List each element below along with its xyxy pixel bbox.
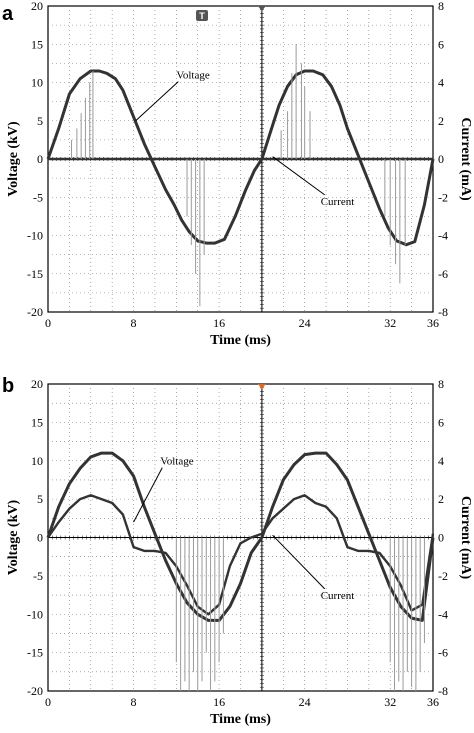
x-tick-label: 0 [45, 695, 51, 709]
x-tick-label: 36 [427, 316, 439, 330]
ticks-a: 0 8 16 24 32 36-20-15-10-505101520-8-6-4-2024… [27, 0, 448, 330]
series-a [46, 44, 435, 307]
y2-tick-label: 0 [438, 531, 444, 545]
y2-tick-label: -4 [438, 229, 448, 243]
y2-tick-label: 2 [438, 114, 444, 128]
x-axis-label-a: Time (ms) [210, 333, 271, 348]
y2-tick-label: -2 [438, 569, 448, 583]
y-tick-label: 10 [31, 454, 43, 468]
y2-axis-label-b: Current (mA) [458, 496, 473, 580]
y-tick-label: 20 [31, 0, 43, 13]
trigger-icon [196, 10, 208, 21]
series-line-voltage [46, 451, 435, 622]
x-tick-label: 0 [45, 316, 51, 330]
y-tick-label: -5 [33, 190, 43, 204]
y2-tick-label: 4 [438, 454, 444, 468]
series-line-current [47, 494, 435, 616]
series-line-voltage [46, 69, 435, 247]
annotation-voltage-a: Voltage [176, 70, 210, 82]
y-axis-label-b: Voltage (kV) [6, 500, 21, 576]
y-tick-label: -15 [27, 267, 43, 281]
annotation-current-a: Current [321, 196, 355, 208]
series-b [46, 451, 435, 691]
trigger-position-marker [257, 384, 266, 389]
grid-b [48, 383, 434, 692]
x-tick-label: 8 [131, 316, 137, 330]
y-tick-label: -5 [33, 569, 43, 583]
y2-tick-label: 8 [438, 0, 444, 13]
x-tick-label: 36 [427, 695, 439, 709]
trigger-icon-glyph: T [199, 11, 205, 21]
x-tick-label: 24 [299, 316, 311, 330]
y-tick-label: 0 [37, 152, 43, 166]
x-tick-label: 8 [131, 695, 137, 709]
y-tick-label: 5 [37, 114, 43, 128]
y-tick-label: 0 [37, 531, 43, 545]
leader-line-voltage-a [135, 81, 179, 122]
panel-a-letter: a [2, 3, 14, 25]
y2-tick-label: 6 [438, 415, 444, 429]
y2-tick-label: 6 [438, 37, 444, 51]
y2-tick-label: 2 [438, 492, 444, 506]
y-tick-label: -10 [27, 229, 43, 243]
y2-tick-label: 4 [438, 76, 444, 90]
leader-line-voltage-b [133, 467, 163, 523]
leader-line-current-a [272, 156, 326, 196]
y2-tick-label: -8 [438, 305, 448, 319]
y2-tick-label: -8 [438, 684, 448, 698]
y2-axis-label-a: Current (mA) [458, 117, 473, 201]
y2-tick-label: 0 [438, 152, 444, 166]
y-tick-label: 15 [31, 415, 43, 429]
y2-tick-label: -2 [438, 190, 448, 204]
markers-b [257, 384, 266, 389]
x-tick-label: 24 [299, 695, 311, 709]
x-tick-label: 16 [213, 316, 225, 330]
panel-b-letter: b [2, 375, 14, 397]
y-tick-label: -20 [27, 305, 43, 319]
markers-a: T [196, 6, 266, 21]
y-tick-label: 15 [31, 37, 43, 51]
panel-b: b 0 8 16 24 32 36-20-15-10-505101520-8-6-4-20… [2, 375, 473, 727]
annotation-current-b: Current [321, 590, 355, 602]
y2-tick-label: 8 [438, 377, 444, 391]
y-tick-label: 20 [31, 377, 43, 391]
y-tick-label: -15 [27, 646, 43, 660]
y2-tick-label: -6 [438, 267, 448, 281]
x-tick-label: 32 [384, 316, 396, 330]
y-tick-label: -10 [27, 607, 43, 621]
panel-a: a 0 8 16 24 32 36-20-15-10-505101520-8-6-4-20… [2, 0, 473, 348]
x-tick-label: 32 [384, 695, 396, 709]
trigger-position-marker [257, 6, 266, 11]
y-tick-label: 10 [31, 76, 43, 90]
x-axis-label-b: Time (ms) [210, 712, 271, 727]
y2-tick-label: -4 [438, 607, 448, 621]
x-tick-label: 16 [213, 695, 225, 709]
y2-tick-label: -6 [438, 646, 448, 660]
annotation-voltage-b: Voltage [160, 456, 194, 468]
leader-line-current-b [272, 534, 326, 590]
ticks-b: 0 8 16 24 32 36-20-15-10-505101520-8-6-4-2024… [27, 377, 448, 709]
y-axis-label-a: Voltage (kV) [6, 121, 21, 197]
y-tick-label: -20 [27, 684, 43, 698]
y-tick-label: 5 [37, 492, 43, 506]
